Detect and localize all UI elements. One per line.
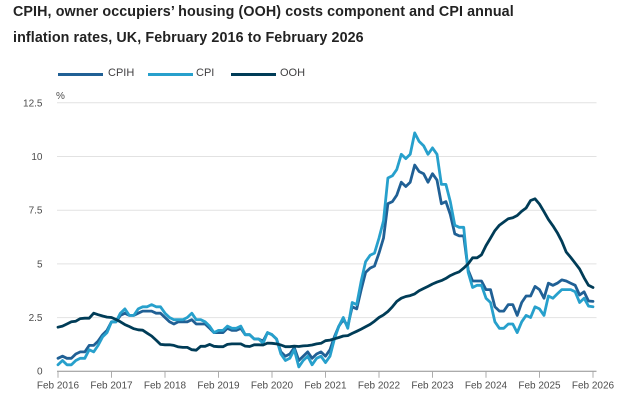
svg-text:Feb 2017: Feb 2017 (90, 381, 133, 392)
svg-text:%: % (56, 91, 65, 102)
svg-text:Feb 2022: Feb 2022 (358, 381, 401, 392)
svg-text:Feb 2025: Feb 2025 (518, 381, 561, 392)
svg-text:Feb 2016: Feb 2016 (37, 381, 80, 392)
svg-text:Feb 2020: Feb 2020 (251, 381, 294, 392)
svg-text:Feb 2018: Feb 2018 (144, 381, 187, 392)
svg-text:Feb 2026: Feb 2026 (572, 381, 615, 392)
svg-text:Feb 2021: Feb 2021 (304, 381, 347, 392)
svg-text:12.5: 12.5 (23, 98, 43, 109)
svg-text:0: 0 (37, 367, 43, 378)
svg-text:7.5: 7.5 (29, 206, 43, 217)
svg-text:10: 10 (31, 152, 43, 163)
svg-text:2.5: 2.5 (29, 313, 43, 324)
svg-text:Feb 2024: Feb 2024 (465, 381, 508, 392)
svg-text:5: 5 (37, 259, 43, 270)
svg-text:Feb 2019: Feb 2019 (197, 381, 240, 392)
svg-text:Feb 2023: Feb 2023 (411, 381, 454, 392)
